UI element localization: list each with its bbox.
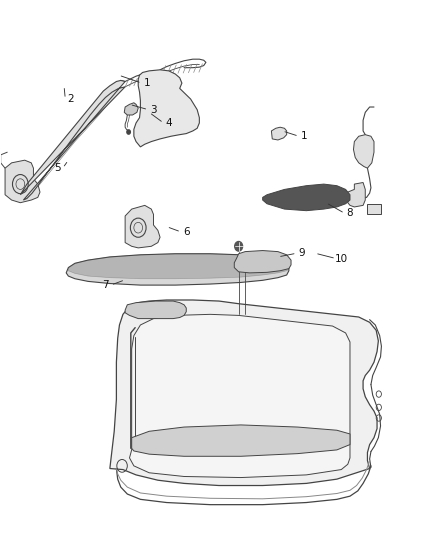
Polygon shape xyxy=(348,182,365,207)
Text: 4: 4 xyxy=(166,118,172,128)
Polygon shape xyxy=(130,314,350,478)
Text: 9: 9 xyxy=(299,248,305,258)
Polygon shape xyxy=(134,70,199,147)
Polygon shape xyxy=(5,160,40,203)
Text: 7: 7 xyxy=(102,280,109,290)
Circle shape xyxy=(127,130,131,134)
Polygon shape xyxy=(263,184,350,211)
Polygon shape xyxy=(125,205,160,248)
Polygon shape xyxy=(125,301,186,319)
Text: 5: 5 xyxy=(54,163,61,173)
Text: 1: 1 xyxy=(144,78,150,88)
Text: 8: 8 xyxy=(346,208,353,219)
Text: 1: 1 xyxy=(301,131,307,141)
Polygon shape xyxy=(68,254,289,279)
Polygon shape xyxy=(20,80,125,200)
Polygon shape xyxy=(272,127,287,140)
Polygon shape xyxy=(353,135,374,168)
Polygon shape xyxy=(234,251,291,273)
Polygon shape xyxy=(124,103,138,115)
Text: 3: 3 xyxy=(150,104,157,115)
Polygon shape xyxy=(110,300,378,486)
Text: 6: 6 xyxy=(183,227,190,237)
Circle shape xyxy=(235,241,243,251)
Polygon shape xyxy=(367,204,381,214)
Text: 2: 2 xyxy=(67,94,74,104)
Polygon shape xyxy=(66,254,289,285)
Text: 10: 10 xyxy=(335,254,348,263)
Polygon shape xyxy=(132,425,350,456)
